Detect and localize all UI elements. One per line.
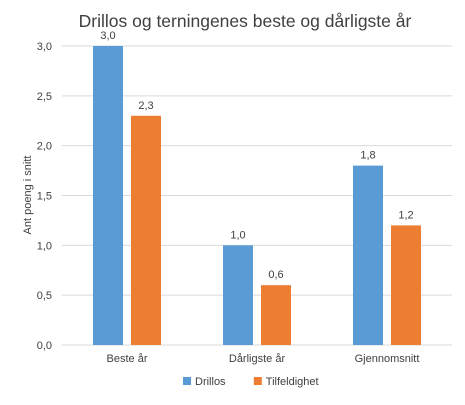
data-label: 3,0	[100, 30, 115, 42]
y-tick-label: 2,0	[37, 141, 52, 153]
bar-tilfeldighet	[391, 225, 421, 345]
legend-label: Tilfeldighet	[266, 376, 319, 388]
bar-drillos	[223, 245, 253, 345]
y-tick-label: 1,0	[37, 240, 52, 252]
y-tick-label: 2,5	[37, 91, 52, 103]
data-label: 1,0	[230, 229, 245, 241]
bar-tilfeldighet	[131, 115, 161, 346]
data-label: 2,3	[138, 100, 153, 112]
bar-drillos	[353, 165, 383, 345]
bars	[93, 46, 421, 346]
y-axis-label: Ant poeng i snitt	[22, 156, 34, 235]
y-axis-ticks: 0,0 0,5 1,0 1,5 2,0 2,5 3,0	[37, 41, 52, 352]
legend-swatch-drillos	[183, 377, 191, 385]
gridlines	[62, 45, 452, 346]
bar-tilfeldighet	[261, 285, 291, 345]
y-tick-label: 0,0	[37, 340, 52, 352]
legend: Drillos Tilfeldighet	[183, 376, 319, 388]
data-label: 1,8	[360, 150, 375, 162]
chart-title: Drillos og terningenes beste og dårligst…	[79, 11, 412, 31]
x-tick-label: Beste år	[107, 353, 148, 365]
x-tick-label: Gjennomsnitt	[355, 353, 420, 365]
data-label: 1,2	[398, 209, 413, 221]
data-label: 0,6	[268, 269, 283, 281]
y-tick-label: 3,0	[37, 41, 52, 53]
y-tick-label: 0,5	[37, 290, 52, 302]
legend-label: Drillos	[195, 376, 226, 388]
y-tick-label: 1,5	[37, 191, 52, 203]
data-labels: 3,0 2,3 1,0 0,6 1,8 1,2	[100, 30, 413, 281]
x-axis-ticks: Beste år Dårligste år Gjennomsnitt	[107, 353, 420, 365]
bar-drillos	[93, 46, 123, 345]
x-tick-label: Dårligste år	[229, 353, 286, 365]
legend-swatch-tilfeldighet	[253, 377, 262, 385]
